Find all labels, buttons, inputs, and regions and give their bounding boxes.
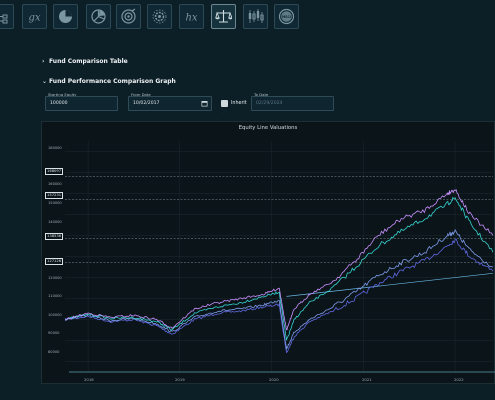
- tree-button[interactable]: [0, 4, 14, 29]
- hx-text: hx: [185, 13, 197, 24]
- series-line-royal: [64, 238, 494, 354]
- inherit-checkbox[interactable]: [221, 100, 228, 115]
- chevron-down-icon: ⌄: [42, 78, 48, 85]
- from-date-value: 10/02/2017: [133, 101, 160, 106]
- y-tick-160000: 160000: [48, 182, 62, 186]
- to-date-input[interactable]: 02/29/2024: [251, 96, 334, 111]
- y-tick-150000: 150000: [48, 201, 62, 205]
- y-tick-110000: 110000: [48, 294, 62, 298]
- fund-comparison-table-header[interactable]: › Fund Comparison Table: [42, 58, 128, 65]
- hx-button[interactable]: hx: [179, 4, 204, 29]
- from-date-label: From Date: [131, 92, 151, 97]
- target-chart-button[interactable]: [116, 4, 141, 29]
- pie-split-icon: [91, 9, 106, 24]
- guide-lines: [65, 176, 493, 263]
- x-tick-2019: 2019: [175, 377, 185, 382]
- balance-scale-icon: [215, 10, 232, 23]
- chevron-right-icon: ›: [42, 58, 45, 65]
- trend-line: [286, 272, 494, 297]
- badge-text: MSCI: [282, 15, 291, 19]
- inherit-label: Inherit: [231, 100, 247, 106]
- y-tick-140000: 140000: [48, 220, 62, 224]
- y-tick-120000: 120000: [48, 276, 62, 280]
- y-tick-180000: 180000: [48, 146, 62, 150]
- checkmark-icon: [221, 109, 228, 115]
- gx-text: gx: [28, 13, 40, 24]
- starting-equity-label: Starting Equity: [48, 92, 77, 97]
- candlestick-button[interactable]: [243, 4, 268, 29]
- pie-split-button[interactable]: [86, 4, 111, 29]
- gx-icon: gx: [28, 13, 40, 24]
- value-label-127126: 127126: [45, 258, 64, 265]
- tree-icon: [0, 14, 8, 24]
- x-tick-2018: 2018: [84, 377, 94, 382]
- fund-comparison-table-title: Fund Comparison Table: [49, 58, 128, 65]
- gear-network-icon: [152, 9, 167, 24]
- x-tick-2021: 2021: [362, 377, 372, 382]
- pie-chart-button[interactable]: [53, 4, 78, 29]
- equity-line-plot: [64, 141, 495, 373]
- candlestick-icon: [248, 9, 264, 23]
- grid-lines: [65, 141, 493, 372]
- balance-scale-button[interactable]: [211, 4, 236, 29]
- y-tick-80000: 80000: [48, 350, 60, 354]
- y-tick-90000: 90000: [48, 331, 60, 335]
- badge-button[interactable]: MSCI: [274, 4, 299, 29]
- chart-title: Equity Line Valuations: [238, 125, 298, 131]
- target-chart-icon: [121, 8, 136, 24]
- pie-chart-icon: [59, 10, 72, 23]
- calendar-icon[interactable]: [201, 100, 208, 107]
- fund-performance-graph-title: Fund Performance Comparison Graph: [49, 78, 176, 85]
- badge-icon: MSCI: [278, 8, 295, 25]
- starting-equity-input[interactable]: 100000: [45, 96, 118, 111]
- to-date-label: To Date: [254, 92, 269, 97]
- hx-icon: hx: [185, 13, 197, 24]
- y-tick-100000: 100000: [48, 313, 62, 317]
- series-lines: [64, 188, 494, 354]
- from-date-input[interactable]: 10/02/2017: [128, 96, 212, 111]
- series-line-steel: [64, 228, 494, 350]
- equity-chart-panel: Equity Line Valuations 180000 160000 150…: [41, 121, 495, 384]
- series-line-cyan: [64, 196, 494, 341]
- fund-performance-graph-header[interactable]: ⌄ Fund Performance Comparison Graph: [42, 78, 176, 85]
- gear-network-button[interactable]: [147, 4, 172, 29]
- value-label-168097: 168097: [45, 168, 64, 175]
- x-tick-2020: 2020: [269, 377, 279, 382]
- gx-button[interactable]: gx: [22, 4, 47, 29]
- toolbar: gx hx: [0, 0, 495, 33]
- value-label-157231: 157231: [45, 192, 64, 199]
- value-label-138536: 138536: [45, 233, 64, 240]
- x-tick-2022: 2022: [454, 377, 464, 382]
- series-line-violet: [64, 188, 494, 331]
